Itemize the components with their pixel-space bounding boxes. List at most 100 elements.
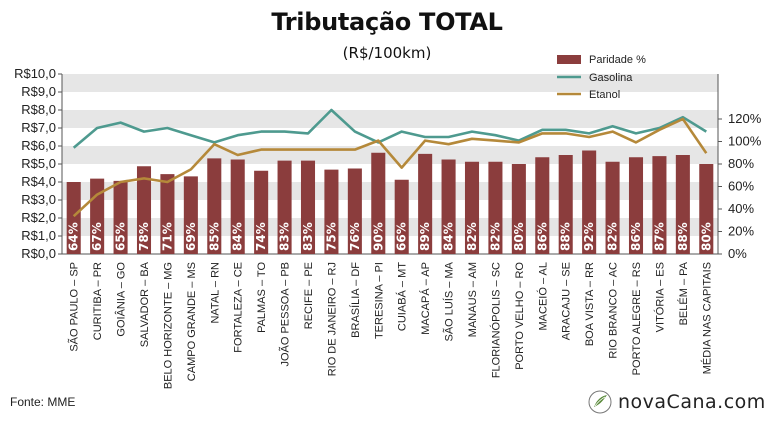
x-tick-label: FLORIANÓPOLIS – SC <box>489 262 502 378</box>
y-right-tick-label: 20% <box>728 224 754 239</box>
cane-leaf-icon <box>588 390 612 414</box>
x-tick-label: MÉDIA NAS CAPITAIS <box>700 262 713 374</box>
bar <box>394 179 409 254</box>
bar-value-label: 83% <box>278 222 292 251</box>
bar-value-label: 82% <box>488 222 502 251</box>
x-tick-label: SÃO PAULO – SP <box>68 262 81 352</box>
x-tick-label: PORTO ALEGRE – RS <box>631 262 643 375</box>
y-left-tick-label: R$3,0 <box>21 192 56 207</box>
bar-value-label: 64% <box>67 222 81 251</box>
x-tick-label: TERESINA – PI <box>373 262 385 339</box>
bar <box>675 155 690 254</box>
x-tick-label: RECIFE – PE <box>303 262 315 329</box>
bar <box>277 160 292 254</box>
x-tick-label: MACEIÓ – AL <box>536 262 549 330</box>
bar-value-label: 84% <box>442 222 456 251</box>
y-left-tick-label: R$9,0 <box>21 84 56 99</box>
bar-value-label: 65% <box>114 222 128 251</box>
x-tick-label: GOIÂNIA – GO <box>115 262 128 337</box>
x-tick-label: MACAPÁ – AP <box>419 262 432 335</box>
bar <box>628 157 644 254</box>
source-note: Fonte: MME <box>10 395 76 409</box>
x-tick-label: MANAUS – AM <box>467 262 479 337</box>
bar <box>605 161 620 254</box>
bar-value-label: 69% <box>184 222 198 251</box>
x-tick-label: CURITIBA – PR <box>92 262 104 340</box>
y-left-tick-label: R$0,0 <box>21 246 56 261</box>
gasolina-line <box>72 108 707 149</box>
bar <box>699 164 714 254</box>
bar-value-label: 84% <box>231 222 245 251</box>
bar <box>183 176 198 254</box>
x-tick-label: VITÓRIA – ES <box>653 262 666 332</box>
y-left-tick-label: R$5,0 <box>21 156 56 171</box>
bar-value-label: 87% <box>652 222 666 251</box>
x-tick-label: PORTO VELHO – RO <box>514 262 526 370</box>
x-tick-label: NATAL – RN <box>209 262 221 324</box>
y-left-tick-label: R$2,0 <box>21 210 56 225</box>
bar-value-label: 86% <box>629 222 643 251</box>
bar <box>464 161 480 254</box>
bar-value-label: 82% <box>465 222 479 251</box>
y-right-tick-label: 100% <box>728 134 762 149</box>
x-tick-label: BRASÍLIA – DF <box>349 262 362 338</box>
x-tick-label: ARACAJU – SE <box>561 262 573 340</box>
y-left-tick-label: R$7,0 <box>21 120 56 135</box>
legend-swatch-paridade <box>557 55 581 64</box>
bar-value-label: 85% <box>207 222 221 251</box>
bar <box>66 182 81 254</box>
x-tick-label: PALMAS – TO <box>256 262 268 333</box>
legend-label-etanol: Etanol <box>589 89 620 101</box>
legend-label-gasolina: Gasolina <box>589 72 633 84</box>
bar <box>324 169 339 254</box>
etanol-line <box>72 117 708 218</box>
chart-title: Tributação TOTAL <box>271 8 503 36</box>
bar-value-label: 80% <box>699 222 713 251</box>
bar <box>160 174 175 254</box>
brand-logo: novaCana.com <box>588 390 766 414</box>
grid-band <box>62 74 718 92</box>
bar-value-label: 88% <box>559 222 573 251</box>
x-tick-label: BOA VISTA – RR <box>584 262 596 346</box>
x-tick-label: JOÃO PESSOA – PB <box>279 262 292 367</box>
x-tick-label: CAMPO GRANDE – MS <box>186 262 198 381</box>
bar-value-label: 71% <box>160 222 174 251</box>
bar <box>535 157 550 254</box>
y-right-tick-label: 60% <box>728 179 754 194</box>
y-left-tick-label: R$4,0 <box>21 174 56 189</box>
bar <box>347 168 362 254</box>
x-tick-label: CUIABÁ – MT <box>396 262 409 331</box>
bar <box>511 164 526 254</box>
y-left-tick-label: R$1,0 <box>21 228 56 243</box>
x-tick-label: FORTALEZA – CE <box>233 262 245 353</box>
y-left-tick-label: R$10,0 <box>14 66 56 81</box>
bar <box>652 156 667 254</box>
bar <box>300 160 316 254</box>
bar <box>371 152 386 254</box>
bar-value-label: 92% <box>582 222 596 251</box>
bar <box>230 159 245 254</box>
x-tick-label: RIO DE JANEIRO – RJ <box>326 262 338 376</box>
bar-value-label: 82% <box>606 222 620 251</box>
y-left-tick-label: R$8,0 <box>21 102 56 117</box>
bar-value-label: 74% <box>254 222 268 251</box>
bar-value-label: 80% <box>512 222 526 251</box>
grid-band <box>62 110 718 128</box>
bar-value-label: 75% <box>324 222 338 251</box>
x-tick-label: BELÉM – PA <box>677 261 690 325</box>
y-left-tick-label: R$6,0 <box>21 138 56 153</box>
bar-value-label: 89% <box>418 222 432 251</box>
x-tick-label: RIO BRANCO – AC <box>608 262 620 359</box>
y-right-tick-label: 80% <box>728 156 754 171</box>
y-right-tick-label: 0% <box>728 246 747 261</box>
bar <box>488 161 503 254</box>
y-right-tick-label: 120% <box>728 111 762 126</box>
x-tick-label: SALVADOR – BA <box>139 261 151 347</box>
bar-value-label: 86% <box>535 222 549 251</box>
bar <box>418 153 433 254</box>
brand-name: novaCana.com <box>618 391 766 413</box>
bar <box>558 155 573 254</box>
bar-value-label: 76% <box>348 222 362 251</box>
bar <box>254 170 269 254</box>
